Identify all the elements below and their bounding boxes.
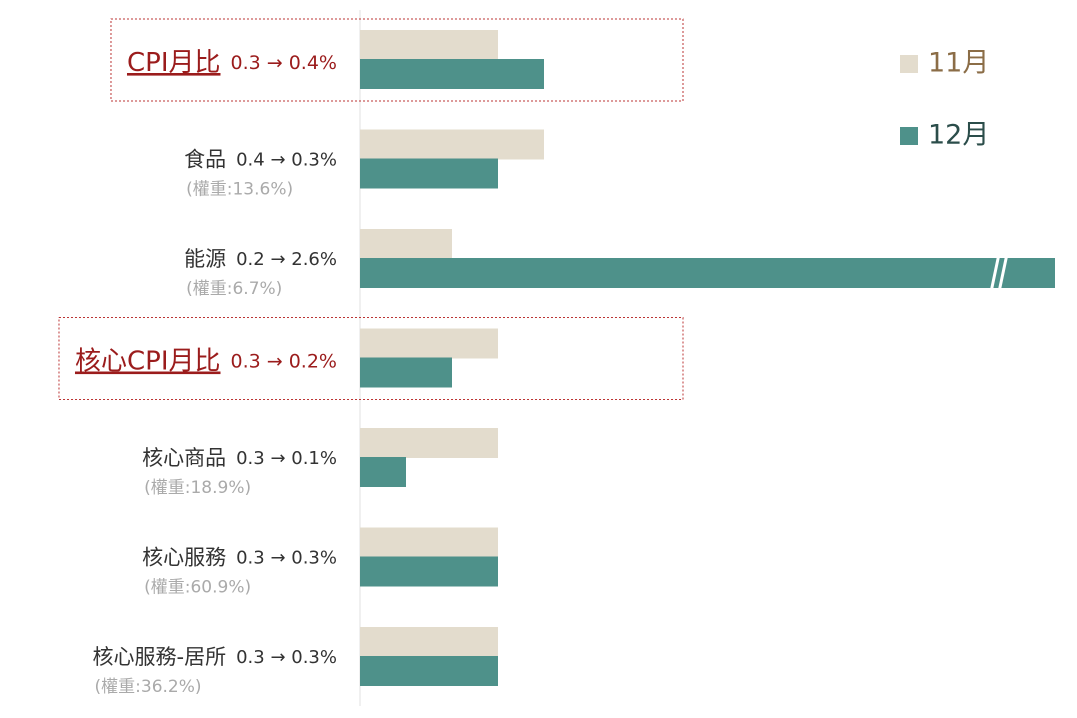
category-label: 能源 0.2 → 2.6% — [184, 247, 337, 271]
category-name: 核心商品 — [142, 446, 226, 470]
bar — [360, 457, 406, 487]
category-label: 核心CPI月比 0.3 → 0.2% — [75, 346, 337, 376]
category-label: 食品 0.4 → 0.3% — [184, 148, 337, 172]
bar — [360, 527, 498, 558]
weight-label: (權重:60.9%) — [144, 578, 251, 598]
weight-label: (權重:36.2%) — [95, 677, 202, 697]
bar — [360, 428, 498, 458]
legend-swatch — [900, 127, 918, 145]
change-label: 0.3 → 0.4% — [231, 52, 338, 74]
bar — [360, 158, 498, 189]
change-label: 0.3 → 0.3% — [236, 647, 337, 668]
change-label: 0.2 → 2.6% — [236, 249, 337, 270]
bar — [360, 30, 498, 60]
bar — [360, 627, 498, 657]
highlight-name: CPI月比 — [127, 48, 221, 78]
bar — [360, 357, 452, 388]
highlight-box — [110, 18, 684, 102]
change-label: 0.3 → 0.3% — [236, 548, 337, 569]
bar — [360, 229, 452, 259]
bar — [360, 328, 498, 359]
change-label: 0.4 → 0.3% — [236, 150, 337, 171]
weight-label: (權重:6.7%) — [186, 279, 282, 299]
highlight-box — [58, 317, 684, 400]
bar — [360, 258, 1055, 288]
axis-break — [989, 253, 1001, 293]
category-name: 核心服務-居所 — [93, 645, 227, 669]
bar — [360, 129, 544, 160]
category-label: 核心服務-居所 0.3 → 0.3% — [93, 645, 337, 669]
legend-label: 11月 — [928, 48, 989, 79]
category-name: 食品 — [184, 148, 226, 172]
legend-swatch — [900, 55, 918, 73]
bar — [360, 556, 498, 587]
change-label: 0.3 → 0.2% — [231, 350, 338, 372]
weight-label: (權重:18.9%) — [144, 478, 251, 498]
bar — [360, 59, 544, 89]
change-label: 0.3 → 0.1% — [236, 448, 337, 469]
legend-label: 12月 — [928, 120, 989, 151]
category-label: 核心商品 0.3 → 0.1% — [142, 446, 337, 470]
category-label: CPI月比 0.3 → 0.4% — [127, 48, 337, 78]
axis-break — [997, 253, 1009, 293]
bar — [360, 656, 498, 686]
category-name: 能源 — [184, 247, 226, 271]
category-name: 核心服務 — [142, 546, 226, 570]
highlight-name: 核心CPI月比 — [75, 346, 221, 376]
weight-label: (權重:13.6%) — [186, 180, 293, 200]
category-label: 核心服務 0.3 → 0.3% — [142, 546, 337, 570]
